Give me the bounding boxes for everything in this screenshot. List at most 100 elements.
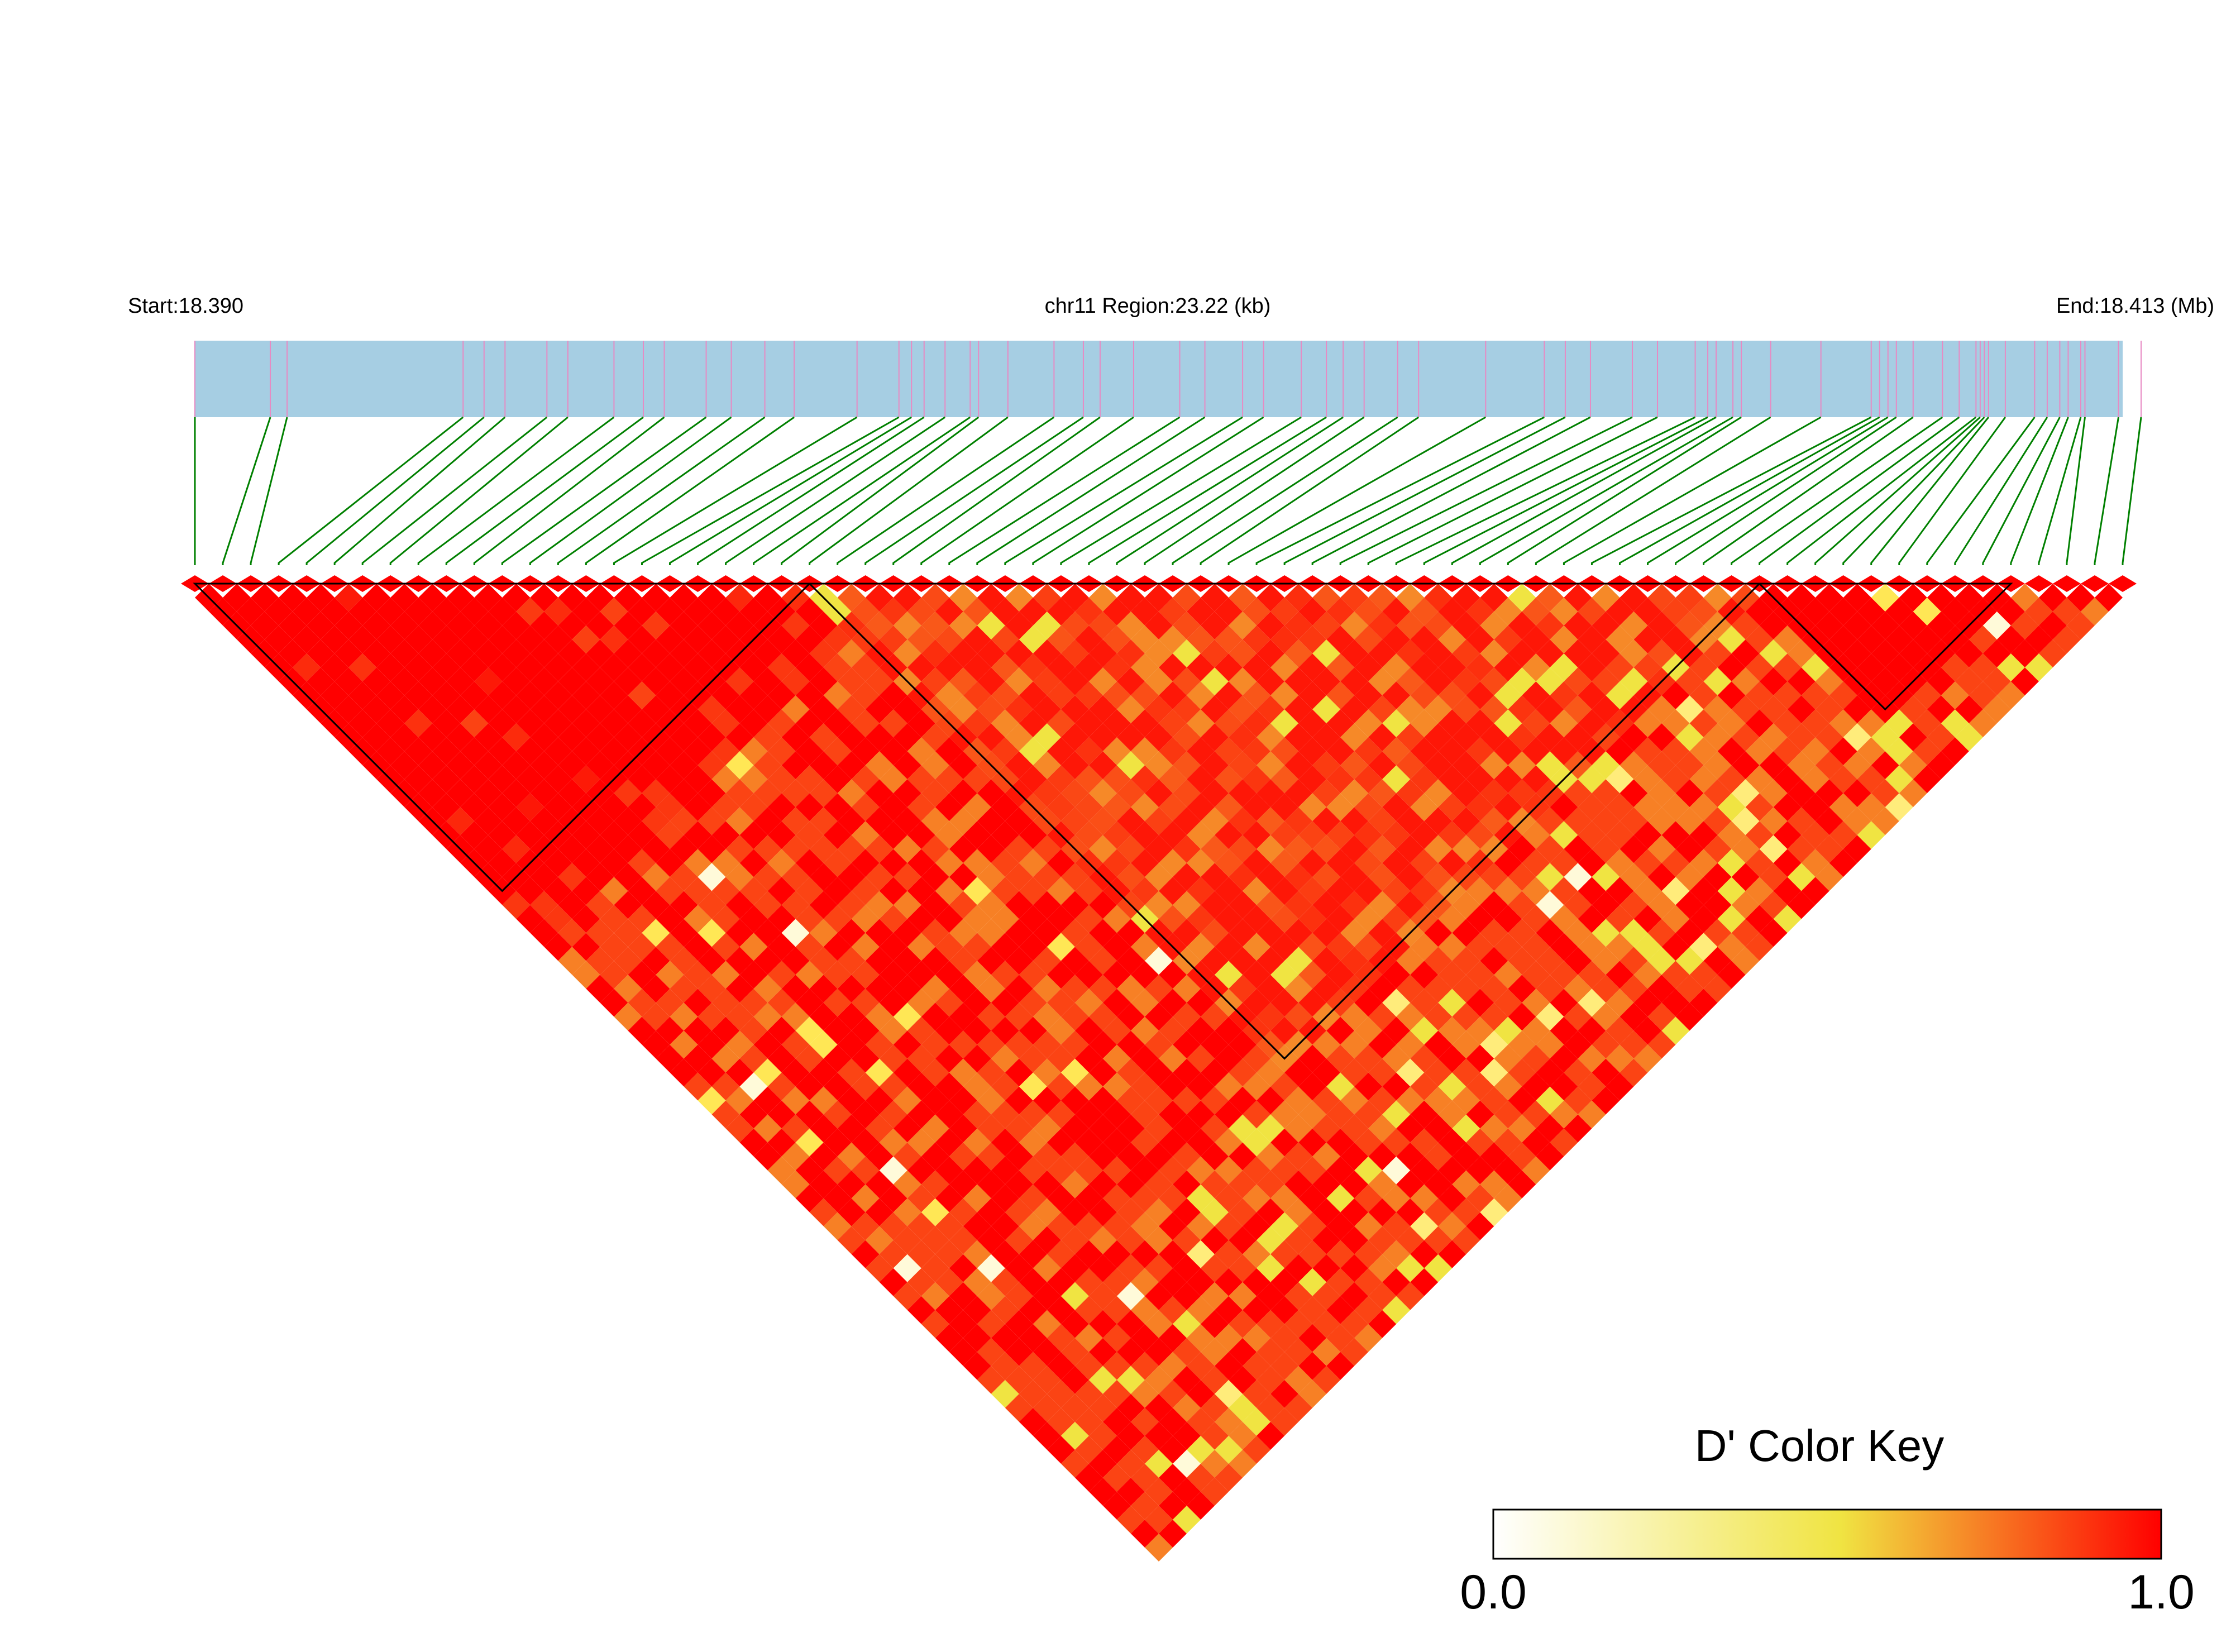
ld-cell [1215, 1352, 1243, 1380]
ld-cell [1564, 919, 1592, 947]
ld-cell [1368, 1002, 1397, 1031]
ld-cell [1452, 1086, 1480, 1115]
ld-cell [1074, 1156, 1103, 1185]
ld-cell [404, 681, 433, 710]
ld-cell [1550, 1128, 1578, 1157]
ld-cell [1564, 612, 1592, 640]
ld-cell [614, 835, 642, 863]
ld-cell [1606, 933, 1634, 961]
ld-cell [1661, 821, 1690, 849]
ld-cell [935, 821, 963, 849]
ld-cell [1438, 598, 1466, 626]
ld-cell [823, 681, 852, 710]
ld-cell [1340, 1058, 1369, 1087]
snp-connector [1731, 416, 1943, 565]
ld-cell [1564, 723, 1592, 752]
ld-cell [1284, 919, 1313, 947]
ld-cell [1955, 695, 1983, 724]
ld-cell [1661, 1016, 1690, 1045]
ld-cell [1173, 1365, 1201, 1394]
ld-cell [488, 849, 517, 877]
ld-cell [1368, 1030, 1397, 1059]
ld-cell [1522, 1016, 1550, 1045]
ld-cell [1480, 975, 1508, 1003]
ld-cell [1410, 989, 1439, 1017]
ld-cell [1480, 1198, 1508, 1226]
ld-cell [656, 626, 684, 654]
ld-cell [1270, 933, 1299, 961]
ld-cell [1871, 779, 1899, 808]
ld-cell [516, 765, 544, 794]
ld-cell [1243, 653, 1271, 682]
ld-cell [1466, 1016, 1494, 1045]
ld-cell [1647, 639, 1676, 668]
ld-cell [1773, 877, 1802, 905]
ld-cell [1996, 626, 2025, 654]
ld-cell [1843, 807, 1871, 835]
ld-cell [1284, 975, 1313, 1003]
ld-cell [1592, 751, 1620, 780]
ld-cell [670, 947, 698, 975]
ld-cell [1438, 765, 1466, 794]
ld-cell [516, 653, 544, 682]
ld-cell [1130, 1519, 1159, 1548]
ld-cell [1731, 612, 1760, 640]
ld-cell [1829, 765, 1857, 794]
snp-connector [2122, 417, 2142, 565]
snp-connector [389, 416, 569, 565]
haplotype-blocks [193, 583, 2013, 1060]
ld-cell [1215, 1296, 1243, 1324]
ld-cell [1829, 793, 1857, 822]
ld-cell [949, 639, 977, 668]
region-start-label: Start:18.390 [128, 294, 243, 318]
ld-cell [1606, 626, 1634, 654]
ld-cell [935, 1240, 963, 1268]
ld-cell [404, 765, 433, 794]
ld-cell [1592, 807, 1620, 835]
ld-cell [1284, 584, 1313, 612]
color-key-max-label: 1.0 [2128, 1565, 2195, 1619]
ld-cell [1340, 584, 1369, 612]
ld-cell [739, 1016, 768, 1045]
ld-cell [1801, 765, 1829, 794]
ld-cell [1173, 1170, 1201, 1199]
ld-cell [1522, 1128, 1550, 1157]
ld-cell [823, 905, 852, 933]
ld-cell [1647, 975, 1676, 1003]
ld-cell [684, 989, 712, 1017]
ld-cell [656, 933, 684, 961]
ld-cell [1550, 737, 1578, 766]
ld-cell [1033, 919, 1061, 947]
ld-cell [1019, 737, 1047, 766]
ld-cell [1480, 1170, 1508, 1199]
ld-cell [1173, 1254, 1201, 1282]
ld-cell [1298, 598, 1327, 626]
snp-marker [2080, 575, 2109, 592]
ld-cell [1801, 821, 1829, 849]
ld-cell [1340, 1338, 1369, 1366]
ld-cell [1187, 821, 1215, 849]
ld-cell [698, 863, 726, 891]
ld-cell [1438, 1072, 1466, 1101]
ld-cell [1187, 877, 1215, 905]
ld-cell [460, 793, 489, 822]
ld-cell [1633, 905, 1662, 933]
ld-cell [977, 1170, 1005, 1199]
ld-cell [1410, 681, 1439, 710]
ld-cell [1033, 1058, 1061, 1087]
ld-cell [1675, 695, 1704, 724]
ld-cell [1173, 584, 1201, 612]
ld-cell [502, 723, 531, 752]
snp-connector [1032, 416, 1264, 565]
ld-cell [1396, 1114, 1425, 1143]
ld-cell [1243, 598, 1271, 626]
ld-cell [488, 598, 517, 626]
snp-position-track [195, 341, 2123, 417]
ld-cell [1340, 751, 1369, 780]
ld-cell [1144, 639, 1173, 668]
ld-cell [1284, 1310, 1313, 1338]
ld-cell [1452, 1226, 1480, 1254]
ld-cell [1410, 709, 1439, 738]
ld-cell [1187, 1184, 1215, 1212]
ld-cell [921, 1030, 949, 1059]
